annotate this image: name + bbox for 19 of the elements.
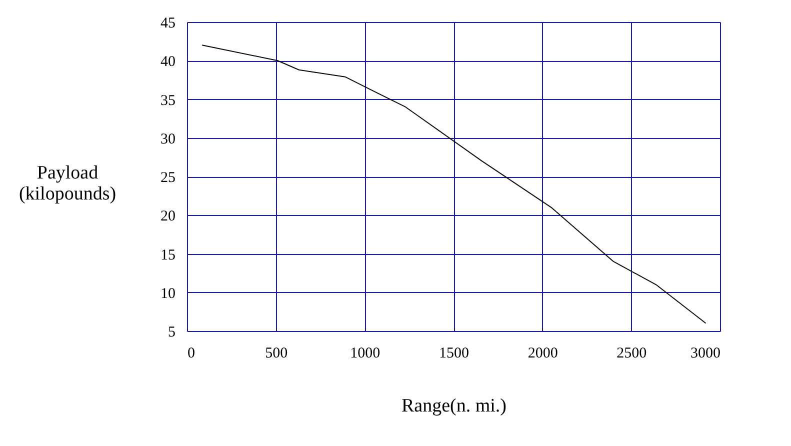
y-tick-label: 40 xyxy=(160,54,176,70)
y-tick-label: 30 xyxy=(160,131,176,148)
x-axis-title: Range(n. mi.) xyxy=(401,396,507,416)
x-tick-label: 1000 xyxy=(350,346,380,362)
x-tick-label: 0 xyxy=(188,346,195,362)
y-tick-label: 45 xyxy=(160,16,176,32)
x-tick-label: 2000 xyxy=(528,346,558,362)
x-tick-label: 2500 xyxy=(616,346,647,362)
y-tick-label: 10 xyxy=(160,286,176,302)
line-series xyxy=(202,44,706,324)
y-tick-label: 20 xyxy=(160,208,176,225)
y-axis-title: Payload (kilopounds) xyxy=(18,162,116,204)
y-tick-label: 5 xyxy=(168,324,176,340)
x-tick-label: 500 xyxy=(265,346,288,362)
y-tick-label: 25 xyxy=(160,170,176,186)
x-tick-label: 1500 xyxy=(439,346,469,362)
x-tick-label: 3000 xyxy=(690,346,720,362)
y-tick-label: 35 xyxy=(160,92,176,109)
y-tick-label: 15 xyxy=(160,247,176,264)
